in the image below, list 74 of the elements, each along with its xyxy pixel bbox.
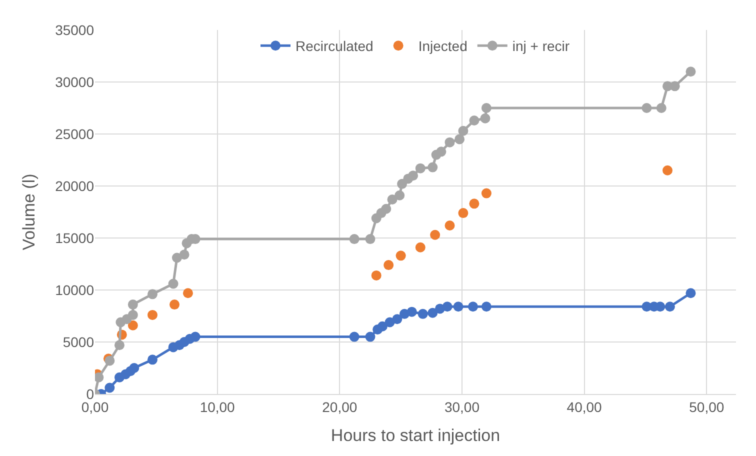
point bbox=[686, 288, 696, 298]
point bbox=[384, 260, 394, 270]
point bbox=[349, 332, 360, 342]
point bbox=[128, 320, 138, 330]
point bbox=[381, 204, 392, 214]
point bbox=[686, 66, 696, 77]
point bbox=[394, 190, 405, 200]
point bbox=[415, 163, 426, 174]
point bbox=[190, 332, 200, 342]
point bbox=[662, 165, 672, 176]
point bbox=[168, 278, 178, 289]
legend-label: Injected bbox=[418, 38, 468, 54]
point bbox=[396, 250, 406, 261]
point bbox=[406, 306, 417, 317]
point bbox=[170, 300, 180, 310]
y-tick-label: 15000 bbox=[55, 230, 94, 246]
point bbox=[392, 314, 402, 324]
point bbox=[444, 220, 455, 231]
point bbox=[481, 188, 492, 198]
point bbox=[442, 302, 452, 312]
point bbox=[129, 363, 140, 373]
point bbox=[415, 242, 426, 252]
point bbox=[408, 170, 418, 181]
point bbox=[104, 382, 115, 393]
x-tick-label: 20,00 bbox=[322, 398, 358, 415]
point bbox=[454, 134, 465, 144]
y-tick-label: 30000 bbox=[55, 74, 94, 90]
point bbox=[469, 115, 480, 126]
legend-label: inj + recir bbox=[512, 38, 570, 54]
point bbox=[182, 288, 193, 298]
point bbox=[430, 230, 440, 240]
point bbox=[664, 302, 675, 312]
y-tick-label: 5000 bbox=[62, 334, 94, 350]
legend-label: Recirculated bbox=[296, 38, 374, 54]
point bbox=[453, 302, 464, 312]
point bbox=[444, 137, 455, 148]
point bbox=[95, 372, 104, 382]
x-tick-label: 10,00 bbox=[200, 398, 236, 415]
x-tick-label: 50,00 bbox=[689, 398, 724, 415]
point bbox=[480, 113, 490, 124]
y-axis-title: Volume (l) bbox=[20, 174, 39, 250]
point bbox=[469, 198, 480, 209]
y-tick-label: 25000 bbox=[55, 126, 94, 142]
y-tick-label: 20000 bbox=[55, 178, 94, 194]
point bbox=[128, 300, 138, 310]
x-tick-label: 40,00 bbox=[566, 398, 602, 415]
x-axis-title: Hours to start injection bbox=[330, 426, 500, 446]
point bbox=[458, 208, 468, 218]
point bbox=[179, 250, 190, 260]
point bbox=[147, 354, 158, 365]
y-tick-label: 35000 bbox=[55, 22, 94, 38]
point bbox=[147, 310, 158, 320]
point bbox=[128, 310, 138, 320]
y-tick-label: 10000 bbox=[55, 282, 94, 298]
point bbox=[147, 289, 158, 300]
point bbox=[387, 194, 398, 205]
point bbox=[458, 126, 468, 136]
point bbox=[481, 302, 492, 312]
point bbox=[642, 103, 652, 113]
point bbox=[468, 302, 478, 312]
point bbox=[365, 234, 376, 244]
point bbox=[365, 332, 376, 342]
point bbox=[428, 308, 438, 318]
point bbox=[656, 103, 666, 113]
point bbox=[418, 308, 428, 319]
point bbox=[371, 270, 382, 280]
point bbox=[428, 162, 438, 172]
point bbox=[114, 340, 124, 350]
x-tick-label: 30,00 bbox=[444, 398, 480, 415]
point bbox=[377, 321, 388, 332]
point bbox=[481, 103, 492, 113]
point bbox=[436, 146, 446, 157]
point bbox=[670, 81, 680, 92]
point bbox=[349, 234, 360, 244]
